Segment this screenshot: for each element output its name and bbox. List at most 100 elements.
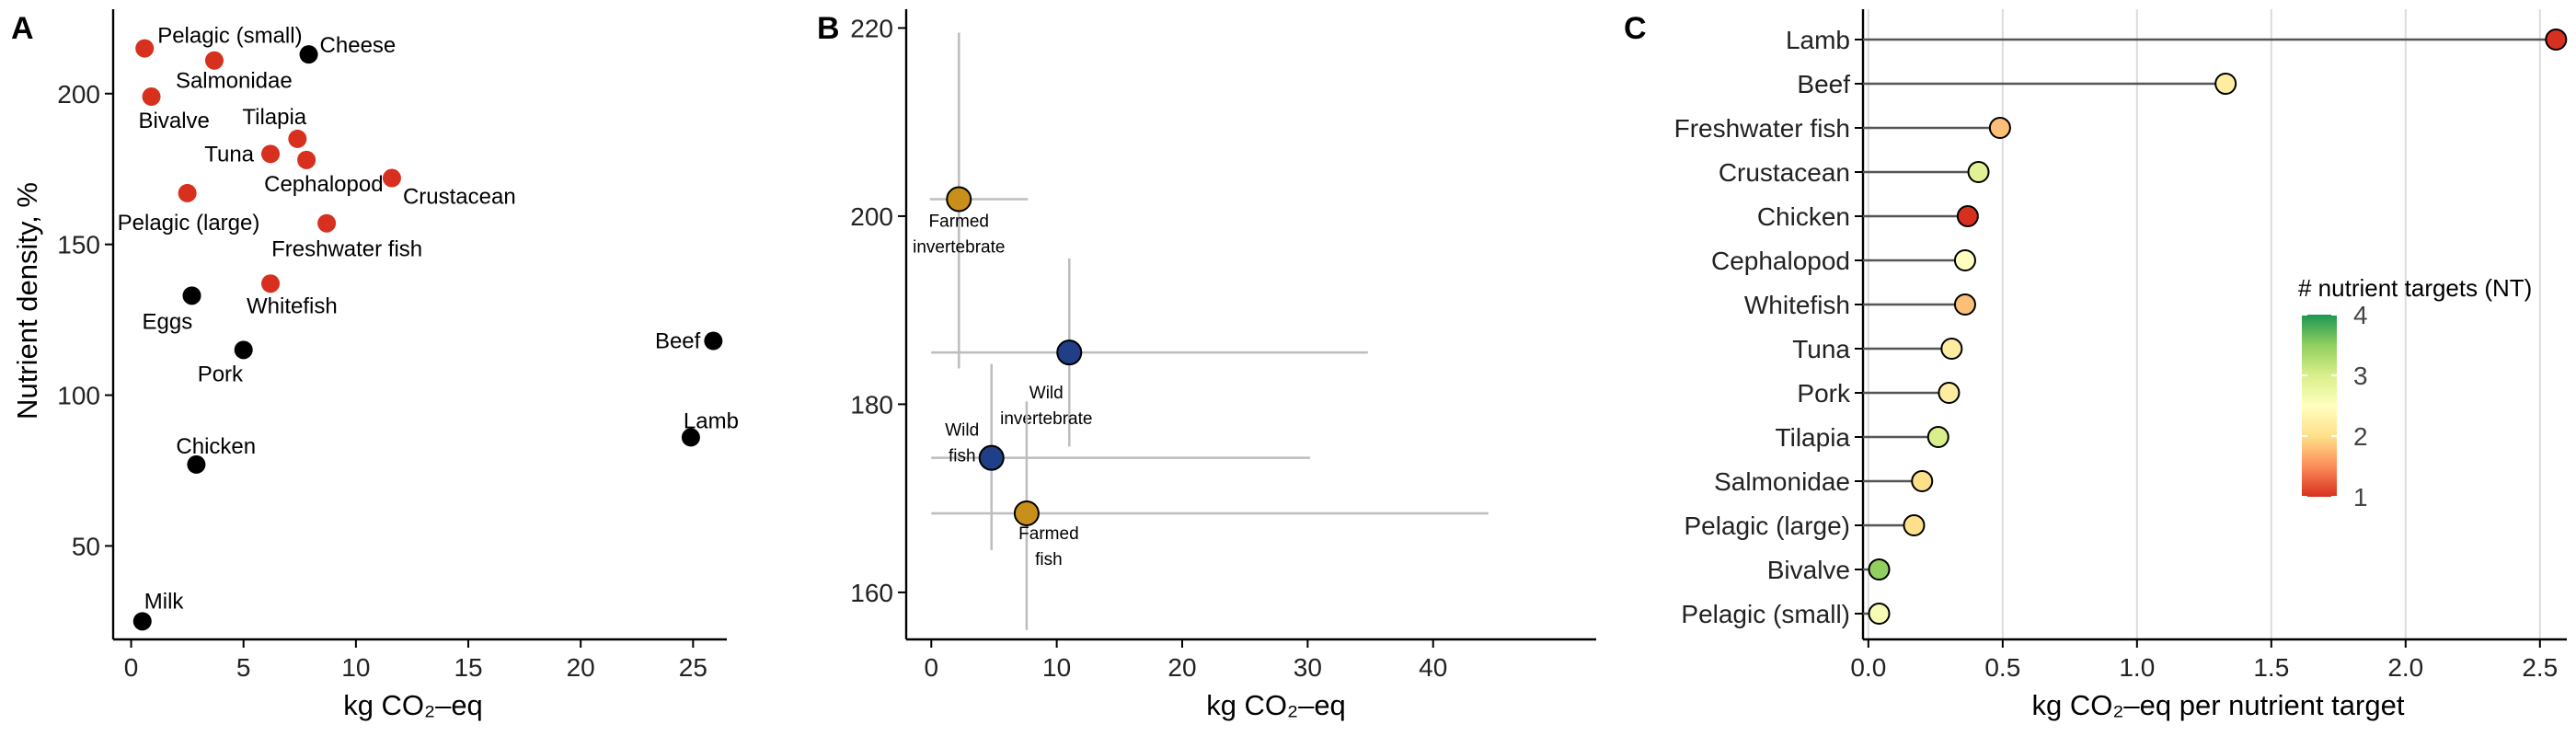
panel-b-point-label-farmed-invertebrate: invertebrate [913,238,1005,258]
panel-c-category-label-pork: Pork [1797,379,1851,408]
panel-a-point-tuna [261,144,281,164]
legend-colorbar [2302,315,2337,497]
panel-c-dot-bivalve [1868,558,1891,581]
panel-a-point-milk [132,612,152,631]
panel-b-label: B [817,11,840,46]
panel-b-x-tick-label: 10 [1042,653,1071,682]
panel-a-point-label-lamb: Lamb [684,408,739,433]
panel-c-dot-tuna [1940,338,1963,360]
panel-c-dot-pelagic-small [1868,603,1891,625]
panel-a-point-bivalve [142,87,161,107]
panel-b-point-label-wild-fish: fish [949,447,976,466]
panel-b-x-axis-title: kg CO₂–eq [1206,689,1346,721]
panel-a-point-lamb [681,428,700,447]
panel-b-y-tick-label: 200 [850,202,893,231]
panel-a: A kg CO₂–eq Nutrient density, % 0 5 10 15 20… [11,9,739,721]
panel-a-point-chicken [187,454,206,474]
panel-a-point-salmonidae [204,51,224,70]
panel-a-point-label-cheese: Cheese [320,33,397,58]
panel-c-category-label-salmonidae: Salmonidae [1714,467,1850,496]
panel-c-dot-chicken [1956,205,1979,227]
panel-b-x-tick-label: 30 [1294,653,1322,682]
panel-a-point-crustacean [382,168,401,188]
panel-a-x-tick-label: 0 [124,653,139,682]
panel-a-point-label-salmonidae: Salmonidae [176,69,293,94]
panel-a-y-tick-label: 100 [57,382,100,410]
panel-a-point-label-eggs: Eggs [143,309,193,334]
panel-a-x-tick-label: 20 [567,653,595,682]
panel-c-x-tick-label: 2.0 [2387,653,2423,682]
panel-a-point-label-pork: Pork [198,362,244,386]
panel-a-point-pork [234,340,253,360]
panel-a-x-tick-label: 15 [454,653,482,682]
panel-c-dot-cephalopod [1953,249,1976,271]
panel-c-category-label-pelagic-large: Pelagic (large) [1684,512,1850,540]
panel-a-y-tick-label: 200 [57,80,100,109]
panel-c-dot-salmonidae [1911,470,1934,492]
panel-c-dot-tilapia [1926,426,1949,448]
panel-b-point-label-wild-invertebrate: invertebrate [1000,409,1092,429]
panel-a-point-label-milk: Milk [144,589,185,614]
panel-a-point-label-chicken: Chicken [176,434,256,459]
panel-b-point-label-farmed-fish: fish [1035,550,1063,569]
panel-c-category-label-beef: Beef [1797,70,1850,98]
panel-b-marks: Farmed invertebrate Wild invertebrate Wild fi… [913,32,1489,630]
panel-c-category-label-bivalve: Bivalve [1767,556,1850,584]
panel-c-category-label-crustacean: Crustacean [1719,158,1850,187]
panel-c-marks [1863,29,2568,625]
panel-c-category-label-whitefish: Whitefish [1744,291,1850,319]
panel-a-point-label-beef: Beef [655,329,701,354]
panel-a-point-pelagic-small [135,39,155,58]
panel-a-point-whitefish [261,274,281,293]
panel-a-point-label-tilapia: Tilapia [242,105,306,130]
panel-c-dot-crustacean [1967,161,1990,183]
legend-tick-label: 1 [2353,483,2368,512]
panel-b-point-farmed-fish [1013,500,1040,526]
panel-c-category-label-cephalopod: Cephalopod [1711,247,1850,275]
panel-a-y-axis-title: Nutrient density, % [11,182,43,420]
panel-a-point-label-crustacean: Crustacean [403,185,516,210]
panel-a-point-label-tuna: Tuna [204,142,254,167]
panel-a-point-freshwater-fish [317,213,337,233]
panel-a-point-eggs [182,286,201,305]
panel-a-point-pelagic-large [178,183,197,202]
panel-c-dot-pelagic-large [1903,514,1926,536]
panel-b-point-wild-fish [978,444,1005,471]
panel-a-x-tick-label: 10 [341,653,370,682]
panel-b-y-tick-label: 220 [850,14,893,42]
panel-c-x-tick-label: 1.0 [2119,653,2155,682]
legend-tick-label: 3 [2353,362,2368,390]
panel-a-x-tick-label: 5 [236,653,251,682]
panel-b-point-wild-invertebrate [1056,339,1083,366]
legend-title: # nutrient targets (NT) [2298,274,2532,302]
panel-a-axes: 0 5 10 15 20 25 50 100 150 200 [57,9,727,682]
panel-a-x-axis-title: kg CO₂–eq [343,689,483,721]
panel-b-y-tick-label: 180 [850,390,893,419]
legend-tick-label: 2 [2353,422,2368,451]
panel-a-marks: Pelagic (small) Salmonidae Bivalve Tilapia T… [118,24,739,631]
panel-a-point-label-cephalopod: Cephalopod [264,172,383,197]
panel-b-point-farmed-invertebrate [946,186,972,213]
panel-c-category-label-tilapia: Tilapia [1776,423,1851,452]
panel-a-point-cephalopod [297,150,316,169]
panel-c-dot-pork [1938,382,1961,404]
panel-b-y-tick-label: 160 [850,579,893,607]
panel-c-x-tick-label: 2.5 [2522,653,2558,682]
panel-c-x-tick-label: 0.5 [1984,653,2020,682]
panel-c-x-tick-label: 0.0 [1850,653,1886,682]
nutrient-targets-legend: # nutrient targets (NT) 1 2 3 4 [2298,274,2532,512]
panel-b-point-label-farmed-invertebrate: Farmed [929,213,989,232]
panel-a-point-label-bivalve: Bivalve [139,109,210,133]
panel-c-dot-whitefish [1953,293,1976,316]
panel-b-point-label-wild-invertebrate: Wild [1029,384,1064,403]
panel-c-dot-beef [2214,73,2237,95]
panel-a-point-label-whitefish: Whitefish [247,293,338,318]
panel-b-x-tick-label: 20 [1167,653,1196,682]
panel-a-point-label-pelagic-large: Pelagic (large) [118,211,260,236]
panel-a-x-tick-label: 25 [679,653,707,682]
panel-c-axes: 0.0 0.5 1.0 1.5 2.0 2.5 Lamb Beef Freshwater fis… [1674,9,2567,682]
panel-b-point-label-wild-fish: Wild [945,421,979,441]
panel-c-x-axis-title: kg CO₂–eq per nutrient target [2032,689,2405,721]
panel-c-category-label-tuna: Tuna [1792,335,1850,363]
